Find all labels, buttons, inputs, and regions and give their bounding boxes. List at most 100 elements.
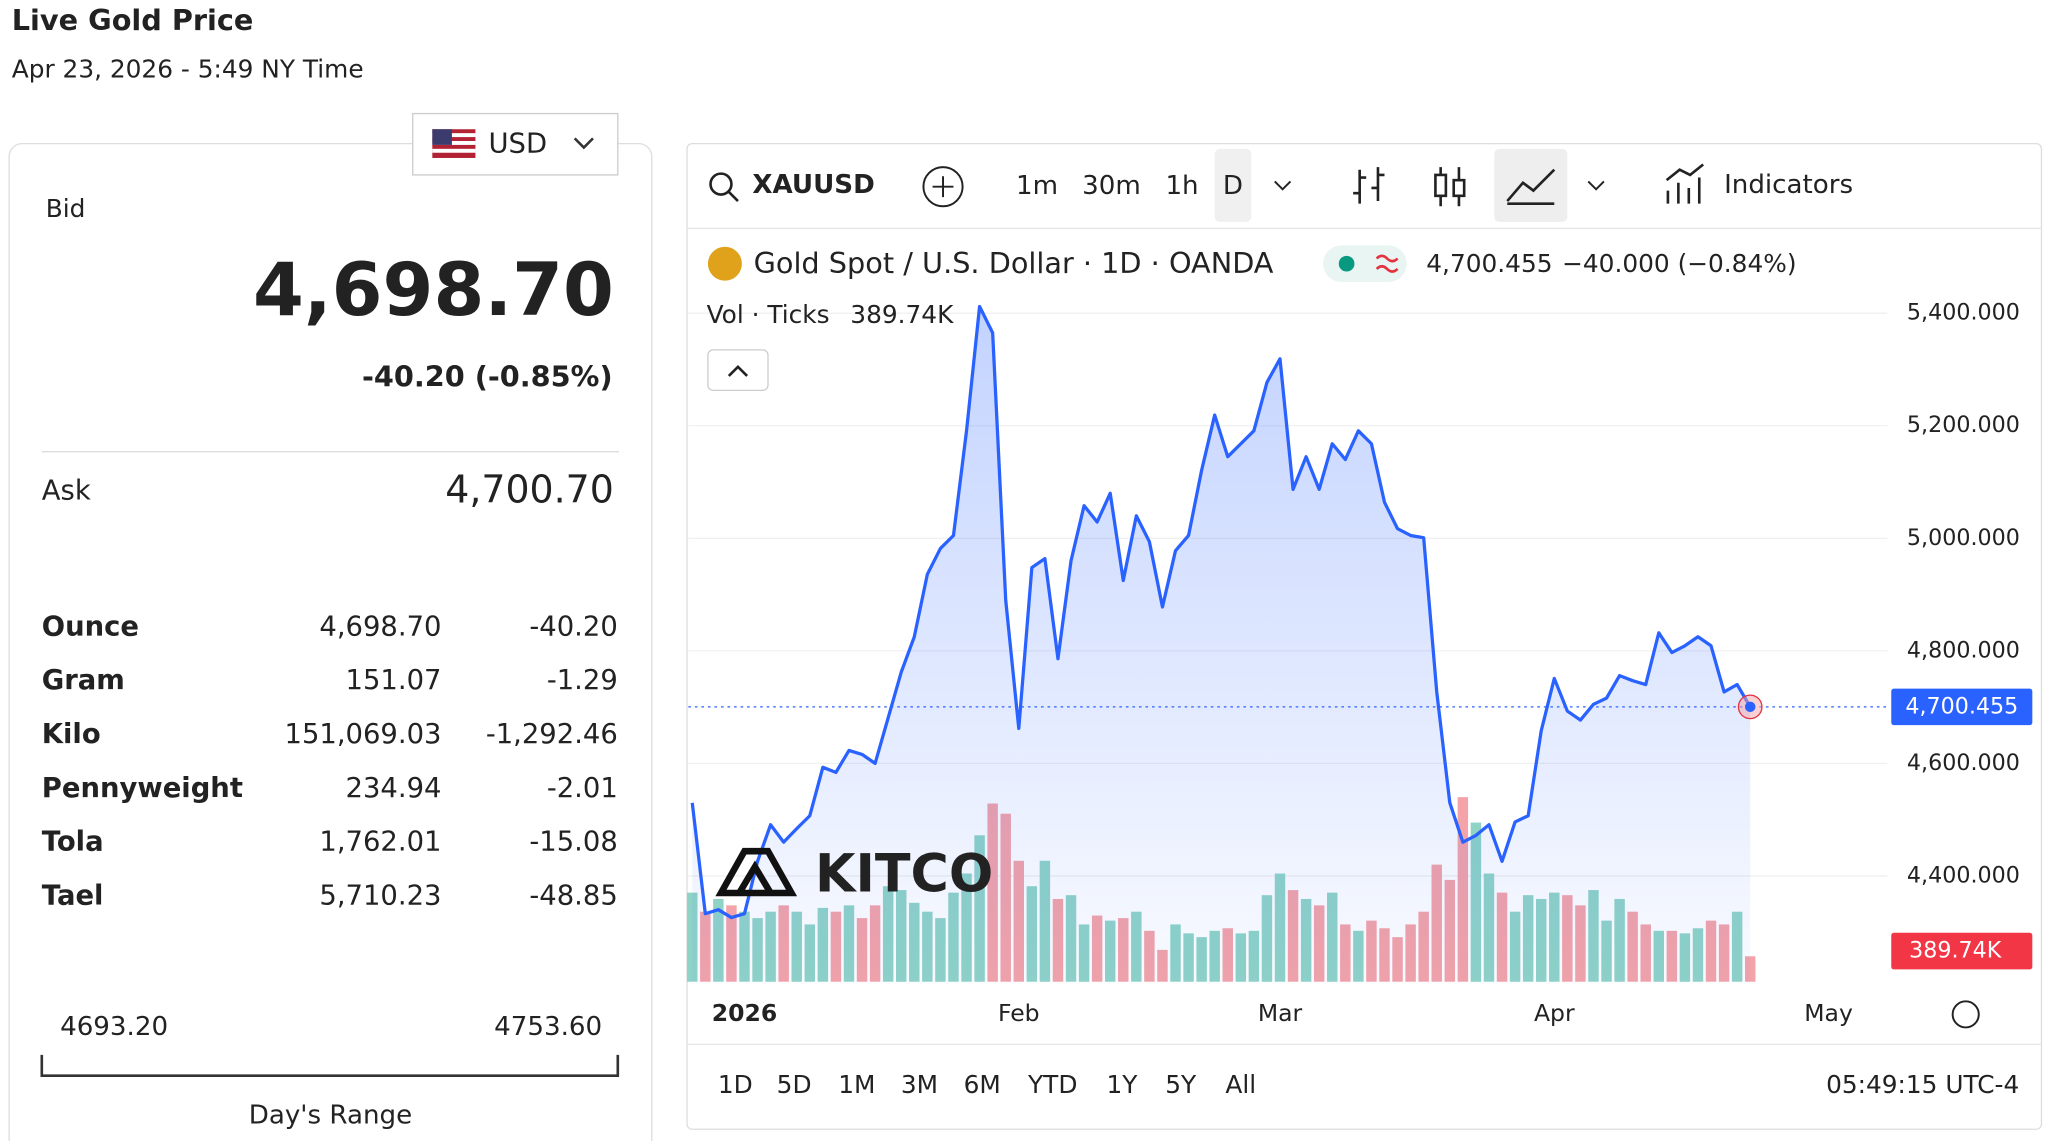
row-price: 234.94 (346, 773, 442, 804)
last-point (1744, 701, 1756, 713)
y-tick-label: 5,400.000 (1907, 300, 2020, 326)
range-low: 4693.20 (60, 1012, 168, 1042)
bars-icon[interactable] (1353, 167, 1385, 204)
market-status (1338, 255, 1355, 272)
search-icon[interactable] (709, 172, 733, 196)
price-line (690, 304, 1752, 920)
interval[interactable]: 1m (1016, 171, 1058, 201)
active-interval-bg (1214, 148, 1252, 222)
x-tick-label: May (1804, 999, 1853, 1027)
price-table: Ounce 4,698.70 -40.20 Gram 151.07 -1.29 Kilo 15… (42, 611, 618, 911)
title: Live Gold Price (12, 3, 254, 37)
volume-tag (1891, 932, 2033, 970)
watermark: KITCO (815, 844, 993, 904)
style-menu[interactable] (1587, 180, 1605, 191)
flag-canton (432, 129, 452, 145)
y-tick-label: 4,600.000 (1907, 750, 2020, 776)
legend-change: −40.000 (−0.84%) (1562, 249, 1796, 278)
bid: 4,698.70 (253, 248, 614, 333)
row-price: 151.07 (346, 665, 442, 696)
range-button[interactable]: All (1225, 1070, 1256, 1099)
delay-icon (1375, 254, 1399, 273)
collapse-icon (727, 364, 749, 377)
price-tag (1891, 688, 2033, 726)
row-change: -15.08 (529, 827, 617, 858)
range-button[interactable]: 1Y (1106, 1070, 1138, 1099)
currency[interactable]: USD (488, 128, 547, 159)
candle-body (1452, 178, 1466, 198)
row-change: -2.01 (547, 773, 618, 804)
flag-stripe (432, 140, 476, 145)
row-price: 4,698.70 (319, 611, 441, 642)
area-icon (1506, 168, 1556, 205)
row-price: 151,069.03 (285, 719, 442, 750)
row-change: -48.85 (529, 880, 617, 911)
row-label: Pennyweight (42, 773, 243, 804)
area-button[interactable] (1494, 148, 1568, 222)
volume-name: Vol · Ticks (707, 300, 830, 329)
range-bar (40, 1054, 620, 1078)
range-button[interactable]: YTD (1027, 1070, 1077, 1099)
y-tick-label: 4,400.000 (1907, 862, 2020, 888)
range-button[interactable]: 5Y (1165, 1070, 1197, 1099)
row-price: 1,762.01 (319, 827, 441, 858)
range-high: 4753.60 (494, 1012, 602, 1042)
range-button[interactable]: 5D (777, 1070, 812, 1099)
row-label: Tola (42, 827, 104, 858)
symbol[interactable]: XAUUSD (752, 170, 874, 200)
flag-stripe (432, 133, 476, 138)
row-label: Kilo (42, 719, 101, 750)
ranges: 1D 5D 1M 3M 6M YTD 1Y 5Y All (718, 1070, 1256, 1099)
bid-label: Bid (46, 194, 86, 223)
range-button[interactable]: 1D (718, 1070, 753, 1099)
x-tick-label: 2026 (712, 999, 777, 1027)
plot: 4,400.000 4,600.000 4,800.000 5,000.000 5,20… (687, 300, 2033, 1027)
kitco-logo (715, 847, 798, 897)
interval[interactable]: 1h (1165, 171, 1198, 201)
y-tick-label: 4,800.000 (1907, 637, 2020, 663)
price-tag-label: 4,700.455 (1905, 693, 2018, 719)
x-tick-label: Apr (1534, 999, 1575, 1027)
row-label: Tael (42, 880, 104, 911)
indicators[interactable]: Indicators (1724, 170, 1853, 200)
plus-icon (932, 176, 954, 198)
interval[interactable]: 30m (1082, 171, 1141, 201)
settings[interactable] (1951, 1000, 1980, 1029)
range-button[interactable]: 6M (964, 1070, 1001, 1099)
select-box[interactable] (412, 112, 619, 176)
y-tick-label: 5,200.000 (1907, 412, 2020, 438)
x-tick-label: Mar (1258, 999, 1303, 1027)
timestamp: Apr 23, 2026 - 5:49 NY Time (12, 55, 364, 84)
currency-select[interactable]: USD (412, 112, 619, 176)
interval-menu[interactable] (1274, 180, 1292, 191)
row-label: Gram (42, 665, 125, 696)
range-label: Day's Range (249, 1101, 412, 1131)
row-price: 5,710.23 (319, 880, 441, 911)
ask: 4,700.70 (445, 468, 614, 512)
row-label: Ounce (42, 611, 139, 642)
volume-value: 389.74K (850, 300, 954, 329)
compare-button[interactable] (922, 166, 964, 208)
search-icon-handle (727, 190, 739, 202)
collapse-button[interactable] (707, 349, 769, 391)
legend-price: 4,700.455 (1426, 249, 1552, 278)
status-pill (1323, 245, 1407, 282)
x-tick-label: Feb (998, 999, 1040, 1027)
volume-tag-label: 389.74K (1909, 938, 2003, 964)
indicators-icon (1665, 163, 1704, 204)
intervals: 1m 30m 1h D (1016, 171, 1243, 201)
clock: 05:49:15 UTC-4 (1826, 1070, 2019, 1099)
candle-body (1434, 173, 1448, 198)
instrument: Gold Spot / U.S. Dollar · 1D · OANDA (754, 246, 1274, 280)
range-button[interactable]: 1M (838, 1070, 875, 1099)
interval[interactable]: D (1223, 171, 1243, 201)
row-change: -40.20 (529, 611, 617, 642)
flag-stripe (432, 148, 476, 153)
ask-label: Ask (42, 476, 91, 507)
bid-change: -40.20 (-0.85%) (362, 360, 613, 394)
range-button[interactable]: 3M (901, 1070, 938, 1099)
area-fill (692, 306, 1751, 982)
row-change: -1.29 (547, 665, 618, 696)
